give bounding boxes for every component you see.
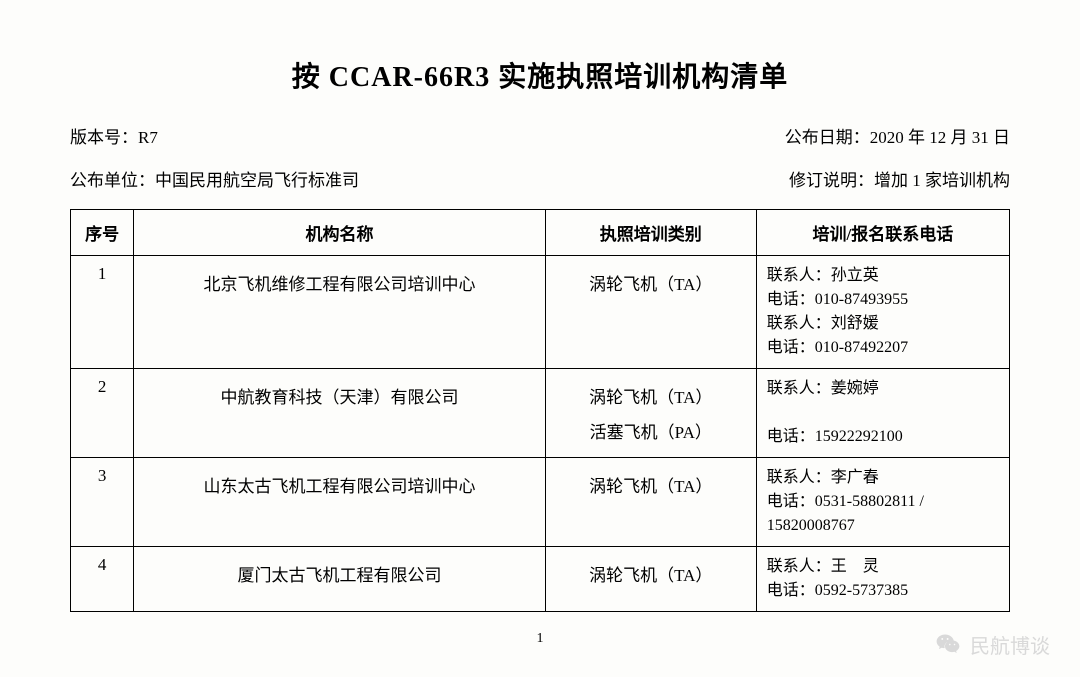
type-line: 涡轮飞机（TA）: [556, 270, 746, 295]
page-title: 按 CCAR-66R3 实施执照培训机构清单: [70, 55, 1010, 95]
table-row: 4厦门太古飞机工程有限公司涡轮飞机（TA） 联系人：王 灵 电话：0592-573…: [71, 547, 1010, 612]
footer-brand-text: 民航博谈: [970, 630, 1050, 659]
revnote-value: 增加 1 家培训机构: [874, 171, 1010, 190]
meta-row-2: 公布单位：中国民用航空局飞行标准司 修订说明：增加 1 家培训机构: [70, 166, 1010, 191]
th-type: 执照培训类别: [545, 210, 756, 256]
type-line: 涡轮飞机（TA）: [556, 472, 746, 497]
cell-num: 1: [71, 256, 134, 369]
table-row: 1北京飞机维修工程有限公司培训中心涡轮飞机（TA） 联系人：孙立英 电话：010-…: [71, 256, 1010, 369]
pubdate-label: 公布日期：: [785, 128, 870, 147]
cell-contact: 联系人：王 灵 电话：0592-5737385: [756, 547, 1009, 612]
cell-org: 厦门太古飞机工程有限公司: [134, 547, 545, 612]
table-row: 2中航教育科技（天津）有限公司涡轮飞机（TA） 活塞飞机（PA） 联系人：姜婉婷 电…: [71, 369, 1010, 458]
cell-num: 3: [71, 458, 134, 547]
meta-version: 版本号：R7: [70, 123, 158, 148]
meta-row-1: 版本号：R7 公布日期：2020 年 12 月 31 日: [70, 123, 1010, 148]
cell-num: 2: [71, 369, 134, 458]
version-value: R7: [138, 128, 158, 147]
cell-num: 4: [71, 547, 134, 612]
version-label: 版本号：: [70, 128, 138, 147]
th-num: 序号: [71, 210, 134, 256]
th-org: 机构名称: [134, 210, 545, 256]
page-number: 1: [537, 631, 544, 647]
type-line: 活塞飞机（PA）: [556, 418, 746, 443]
meta-revnote: 修订说明：增加 1 家培训机构: [789, 166, 1010, 191]
pubdate-value: 2020 年 12 月 31 日: [870, 128, 1010, 147]
cell-type: 涡轮飞机（TA） 活塞飞机（PA）: [545, 369, 756, 458]
puborg-value: 中国民用航空局飞行标准司: [155, 171, 359, 190]
cell-contact: 联系人：孙立英 电话：010-87493955 联系人：刘舒媛 电话：010-8…: [756, 256, 1009, 369]
cell-org: 山东太古飞机工程有限公司培训中心: [134, 458, 545, 547]
type-line: 涡轮飞机（TA）: [556, 561, 746, 586]
cell-org: 北京飞机维修工程有限公司培训中心: [134, 256, 545, 369]
puborg-label: 公布单位：: [70, 171, 155, 190]
type-line: 涡轮飞机（TA）: [556, 383, 746, 408]
th-contact: 培训/报名联系电话: [756, 210, 1009, 256]
cell-contact: 联系人：姜婉婷 电话：15922292100: [756, 369, 1009, 458]
table-row: 3山东太古飞机工程有限公司培训中心涡轮飞机（TA） 联系人：李广春 电话：0531…: [71, 458, 1010, 547]
training-org-table: 序号 机构名称 执照培训类别 培训/报名联系电话 1北京飞机维修工程有限公司培训…: [70, 209, 1010, 612]
meta-puborg: 公布单位：中国民用航空局飞行标准司: [70, 166, 359, 191]
cell-org: 中航教育科技（天津）有限公司: [134, 369, 545, 458]
footer-brand: 民航博谈: [934, 630, 1050, 659]
cell-type: 涡轮飞机（TA）: [545, 458, 756, 547]
table-header-row: 序号 机构名称 执照培训类别 培训/报名联系电话: [71, 210, 1010, 256]
cell-type: 涡轮飞机（TA）: [545, 547, 756, 612]
cell-contact: 联系人：李广春 电话：0531-58802811 / 15820008767: [756, 458, 1009, 547]
revnote-label: 修订说明：: [789, 171, 874, 190]
wechat-icon: [934, 631, 962, 659]
cell-type: 涡轮飞机（TA）: [545, 256, 756, 369]
meta-pubdate: 公布日期：2020 年 12 月 31 日: [785, 123, 1010, 148]
